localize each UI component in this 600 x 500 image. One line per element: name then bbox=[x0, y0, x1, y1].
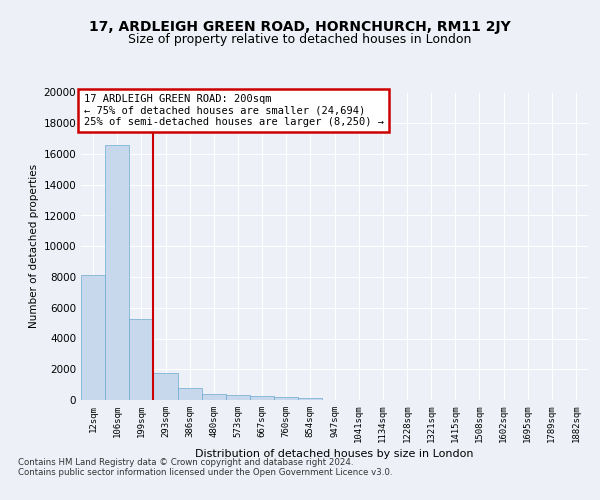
Bar bbox=[250, 396, 274, 400]
Bar bbox=[154, 373, 178, 400]
Bar bbox=[226, 395, 250, 400]
Bar bbox=[178, 388, 202, 400]
Bar bbox=[202, 394, 226, 400]
Y-axis label: Number of detached properties: Number of detached properties bbox=[29, 164, 39, 328]
Text: 17 ARDLEIGH GREEN ROAD: 200sqm
← 75% of detached houses are smaller (24,694)
25%: 17 ARDLEIGH GREEN ROAD: 200sqm ← 75% of … bbox=[83, 94, 383, 127]
Bar bbox=[105, 145, 129, 400]
Bar bbox=[129, 318, 154, 400]
Bar bbox=[298, 398, 322, 400]
Text: Size of property relative to detached houses in London: Size of property relative to detached ho… bbox=[128, 32, 472, 46]
Bar bbox=[274, 397, 298, 400]
Text: Contains public sector information licensed under the Open Government Licence v3: Contains public sector information licen… bbox=[18, 468, 392, 477]
X-axis label: Distribution of detached houses by size in London: Distribution of detached houses by size … bbox=[195, 450, 474, 460]
Bar bbox=[81, 276, 105, 400]
Text: Contains HM Land Registry data © Crown copyright and database right 2024.: Contains HM Land Registry data © Crown c… bbox=[18, 458, 353, 467]
Text: 17, ARDLEIGH GREEN ROAD, HORNCHURCH, RM11 2JY: 17, ARDLEIGH GREEN ROAD, HORNCHURCH, RM1… bbox=[89, 20, 511, 34]
